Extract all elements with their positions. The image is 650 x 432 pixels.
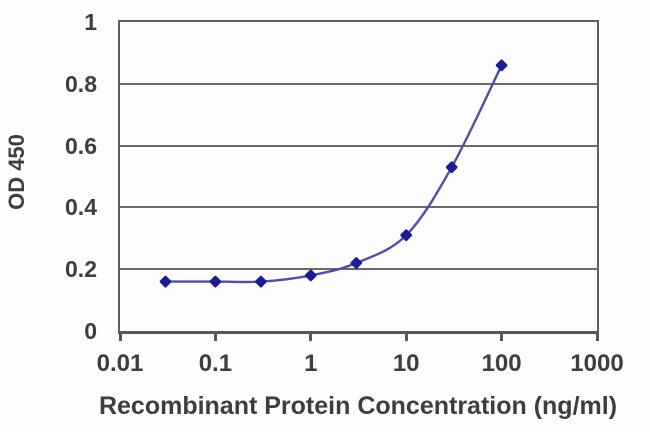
x-tick-mark — [118, 334, 122, 341]
x-tick-label: 0.1 — [198, 350, 233, 377]
y-tick-label: 0 — [84, 318, 97, 344]
y-tick-label: 0.6 — [65, 132, 97, 159]
data-point-marker — [304, 269, 317, 282]
curve-svg — [159, 59, 508, 288]
x-tick-mark — [309, 334, 313, 341]
x-tick-mark — [500, 334, 504, 341]
data-point-marker — [445, 161, 458, 174]
x-tick-label: 0.01 — [96, 350, 144, 377]
gridline — [120, 82, 597, 85]
data-point-marker — [400, 229, 413, 242]
y-tick-label: 0.8 — [65, 70, 97, 97]
data-point-marker — [255, 275, 267, 288]
y-tick-label: 0.2 — [65, 256, 97, 283]
data-point-marker — [159, 275, 172, 288]
x-tick-label: 10 — [392, 350, 420, 377]
series-line — [165, 64, 503, 284]
gridline — [120, 268, 597, 271]
gridline — [120, 206, 597, 209]
x-tick-mark — [404, 334, 408, 341]
x-tick-label: 1 — [304, 350, 318, 377]
x-tick-mark — [595, 334, 599, 341]
data-point-marker — [495, 59, 508, 72]
y-tick-label: 1 — [84, 9, 97, 35]
y-tick-label: 0.4 — [65, 194, 97, 221]
x-tick-mark — [213, 334, 217, 341]
data-point-marker — [350, 257, 363, 269]
gridline — [120, 144, 597, 147]
x-axis-title: Recombinant Protein Concentration (ng/ml… — [98, 392, 618, 420]
x-tick-label: 100 — [481, 350, 522, 377]
x-tick-label: 1000 — [570, 350, 624, 377]
plot-area — [118, 20, 599, 334]
data-point-marker — [209, 275, 222, 288]
